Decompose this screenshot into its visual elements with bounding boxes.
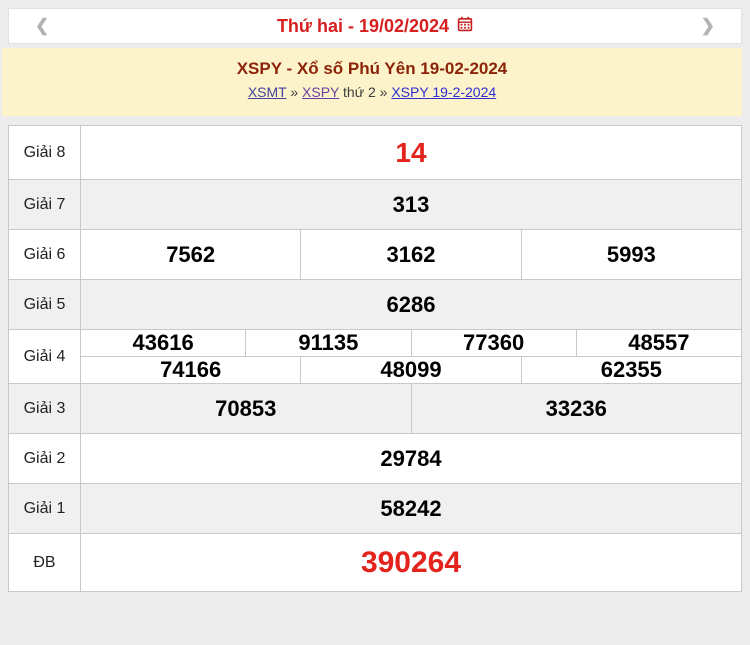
prize-number: 58242	[380, 495, 442, 521]
prize-label: Giải 6	[9, 230, 81, 279]
breadcrumb-separator: »	[290, 84, 299, 100]
page-title: XSPY - Xổ số Phú Yên 19-02-2024	[236, 59, 508, 78]
breadcrumb-text-weekday: thứ 2	[343, 84, 376, 100]
breadcrumb-link-xsmt[interactable]: XSMT	[247, 84, 287, 100]
prize-row-giai-2: Giải 2 29784	[9, 434, 741, 484]
prize-row-giai-6: Giải 6 7562 3162 5993	[9, 230, 741, 280]
date-picker[interactable]: Thứ hai - 19/02/2024	[277, 15, 473, 37]
prize-label: Giải 7	[9, 180, 81, 229]
prize-row-giai-5: Giải 5 6286	[9, 280, 741, 330]
prize-number: 62355	[600, 357, 662, 382]
prize-label: Giải 3	[9, 384, 81, 433]
current-date-label: Thứ hai - 19/02/2024	[276, 15, 450, 36]
prize-row-giai-8: Giải 8 14	[9, 126, 741, 180]
breadcrumb-link-date[interactable]: XSPY 19-2-2024	[391, 84, 497, 100]
xspy-results-page: ❮ Thứ hai - 19/02/2024 ❯	[0, 8, 750, 592]
prize-label: Giải 8	[9, 126, 81, 179]
prize-number: 70853	[81, 384, 412, 433]
title-banner: XSPY - Xổ số Phú Yên 19-02-2024 XSMT » X…	[2, 48, 742, 116]
prize-number: 77360	[412, 330, 577, 356]
prize-number: 43616	[81, 330, 247, 356]
prev-day-arrow-icon[interactable]: ❮	[35, 15, 50, 35]
prize-number: 33236	[545, 395, 607, 421]
prize-number: 29784	[380, 445, 442, 471]
prize-number: 48557	[628, 330, 690, 355]
calendar-icon[interactable]	[457, 16, 473, 37]
results-table: Giải 8 14 Giải 7 313 Giải 6 7562 3162 59…	[8, 125, 742, 592]
next-day-arrow-icon[interactable]: ❯	[700, 15, 715, 35]
prize-subrow: 74166 48099 62355	[81, 357, 741, 383]
prize-label: Giải 2	[9, 434, 81, 483]
prize-number: 390264	[360, 545, 462, 579]
breadcrumb: XSMT » XSPY thứ 2 » XSPY 19-2-2024	[2, 84, 742, 100]
prize-label: ĐB	[9, 534, 81, 591]
prize-label: Giải 5	[9, 280, 81, 329]
prize-number: 91135	[246, 330, 412, 356]
prize-row-giai-3: Giải 3 70853 33236	[9, 384, 741, 434]
prize-number: 6286	[386, 291, 436, 317]
prize-number: 5993	[606, 241, 656, 267]
prize-subrow: 43616 91135 77360 48557	[81, 330, 741, 357]
prize-row-giai-4: Giải 4 43616 91135 77360 48557 74166 480…	[9, 330, 741, 384]
prize-row-dac-biet: ĐB 390264	[9, 534, 741, 591]
prize-number: 3162	[301, 230, 522, 279]
prize-number: 313	[392, 191, 430, 217]
prize-label: Giải 4	[9, 330, 81, 383]
prize-row-giai-1: Giải 1 58242	[9, 484, 741, 534]
breadcrumb-link-xspy[interactable]: XSPY	[302, 84, 340, 100]
prize-row-giai-7: Giải 7 313	[9, 180, 741, 230]
date-navigation-bar: ❮ Thứ hai - 19/02/2024 ❯	[8, 8, 742, 44]
prize-number: 14	[395, 136, 427, 168]
prize-label: Giải 1	[9, 484, 81, 533]
prize-number: 48099	[301, 357, 522, 383]
prize-number: 74166	[81, 357, 302, 383]
breadcrumb-separator: »	[379, 84, 388, 100]
prize-number: 7562	[81, 230, 302, 279]
